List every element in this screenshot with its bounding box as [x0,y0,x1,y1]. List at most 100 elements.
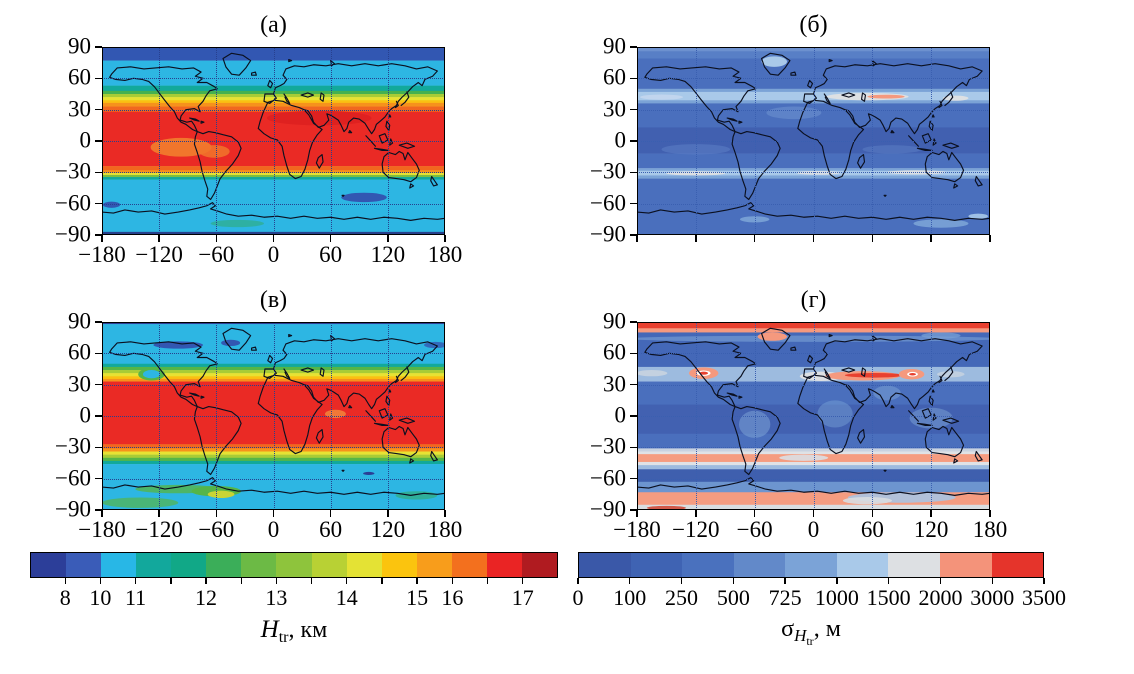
colorbar-tick [486,578,489,584]
latitude-band [102,47,445,61]
x-tick [871,235,874,242]
map-feature [221,339,241,347]
latitude-band [637,153,990,169]
map-feature [363,471,375,476]
y-tick-label: 0 [614,402,627,428]
latitude-band [102,170,445,174]
colorbar-tick [99,578,102,584]
panel-a-title: (а) [260,12,287,38]
colorbar-segment [136,553,172,577]
panel-v: (в) 90 60 30 0 −30 −60 −90 −180 −120 −60 0 60 120 180 [55,287,462,542]
x-tick [272,510,275,517]
colorbar-tick-label: 15 [406,585,429,610]
y-tick [95,234,102,236]
colorbar-segment [346,553,382,577]
y-tick-label: 30 [603,371,626,397]
x-tick-label: 60 [319,517,343,542]
map-feature [341,192,387,203]
x-tick [989,235,991,242]
x-tick-label: 0 [807,517,820,542]
y-tick [95,171,102,174]
x-tick-label: 120 [370,242,406,267]
x-tick [215,510,218,517]
map-feature [862,145,922,154]
y-tick [95,446,102,449]
label-H-unit: , км [288,617,328,643]
latitude-band [637,328,990,333]
colorbar-tick [170,578,172,584]
y-tick-label: −90 [55,496,91,522]
map-b [637,47,990,235]
colorbar-tick [680,578,683,584]
x-tick [636,235,638,242]
colorbar-tick [939,578,942,584]
x-tick [329,510,332,517]
x-tick [753,235,756,242]
map-feature [873,385,901,401]
y-tick-label: 0 [79,127,92,153]
colorbar-tick-label: 725 [768,585,802,610]
y-tick [95,509,102,511]
panel-g-title: (г) [800,287,827,313]
x-tick [695,235,697,242]
latitude-band [637,469,990,483]
colorbar-tick [522,578,524,584]
colorbar-tick [784,578,786,584]
colorbar-sigma-gradient [578,552,1044,578]
map-feature [766,106,822,120]
x-tick [101,235,103,242]
colorbar-tropopause-height: Htr, км 8 10 11 12 13 14 15 16 17 [30,552,558,646]
latitude-band [637,168,990,172]
colorbar-segment [836,553,889,577]
colorbar-tick-label: 3000 [970,585,1015,610]
latitude-band [637,322,990,329]
colorbar-segment [486,553,522,577]
colorbar-segment [733,553,786,577]
colorbar-segment [416,553,452,577]
colorbar-tick-label: 11 [125,585,147,610]
colorbar-tick-label: 0 [572,585,584,610]
y-tick [630,46,637,48]
colorbar-tick [629,578,631,584]
y-tick [95,77,102,80]
colorbar-tick [205,578,207,584]
latitude-band [637,461,990,466]
colorbar-segment [276,553,312,577]
y-tick-label: −30 [590,433,626,459]
label-sigma-H: H [794,626,807,645]
map-feature [646,505,687,510]
map-feature [757,332,788,341]
panel-v-title: (в) [259,287,288,313]
map-v [102,322,445,510]
map-feature [779,454,829,461]
x-tick-label: −120 [135,517,183,542]
y-tick [630,202,637,205]
panel-g: (г) 90 60 30 0 −30 −60 −90 −180 −120 −60 0 60 120 180 [590,287,1007,542]
map-feature [266,110,372,126]
y-tick-label: 90 [68,308,91,334]
latitude-band [637,47,990,52]
y-tick [630,352,637,355]
x-tick [695,510,697,517]
y-tick [95,202,102,205]
x-tick [636,510,638,517]
x-tick-label: −180 [78,242,126,267]
panel-b: (б) 90 60 30 0 −30 −60 −90 [590,12,991,246]
colorbar-segment [991,553,1044,577]
latitude-band [102,174,445,178]
map-feature [395,491,438,500]
colorbar-height-label: Htr, км [30,616,558,647]
colorbar-tick-label: 16 [441,585,464,610]
colorbar-segment [171,553,207,577]
map-feature [142,370,161,379]
latitude-band [637,58,990,90]
colorbar-segment [785,553,837,577]
label-sigma-H-subscript: tr [806,634,814,648]
map-feature [637,370,668,377]
map-feature [661,144,731,155]
x-tick-label: 0 [267,242,280,267]
x-tick [329,235,332,242]
colorbar-tick-label: 100 [613,585,647,610]
x-tick-label: −180 [78,517,126,542]
y-tick-label: −90 [590,496,626,522]
